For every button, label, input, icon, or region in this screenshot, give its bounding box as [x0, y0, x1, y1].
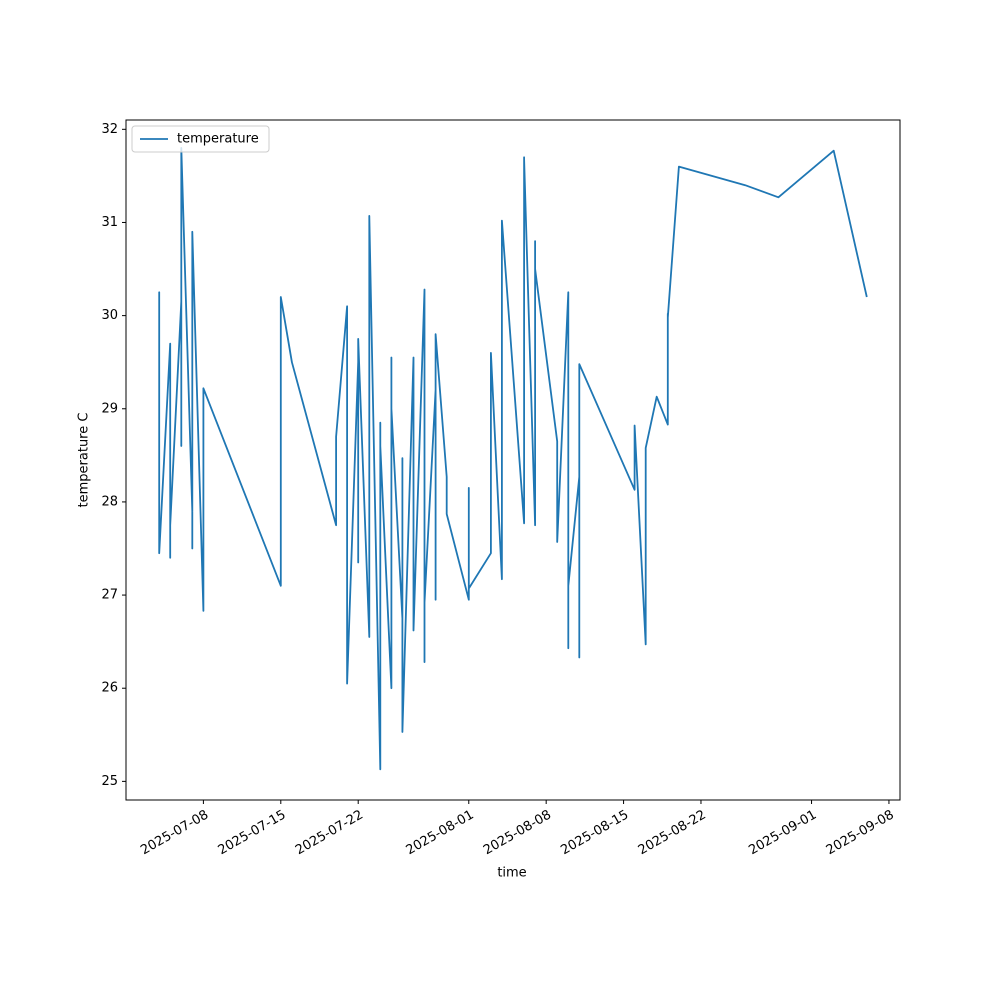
y-tick-label: 29 — [101, 401, 118, 416]
y-tick-label: 31 — [101, 215, 118, 230]
x-axis-label: time — [497, 866, 526, 881]
y-tick-label: 28 — [101, 494, 118, 509]
y-tick-label: 25 — [101, 774, 118, 789]
legend-box — [131, 125, 270, 153]
y-tick-label: 30 — [101, 308, 118, 323]
y-tick-label: 32 — [101, 122, 118, 137]
plot-frame — [125, 119, 901, 801]
y-tick-label: 27 — [101, 588, 118, 603]
y-tick-label: 26 — [101, 681, 118, 696]
legend-label: temperature — [177, 132, 259, 147]
line — [158, 147, 868, 771]
y-axis-label: temperature C — [77, 413, 92, 508]
